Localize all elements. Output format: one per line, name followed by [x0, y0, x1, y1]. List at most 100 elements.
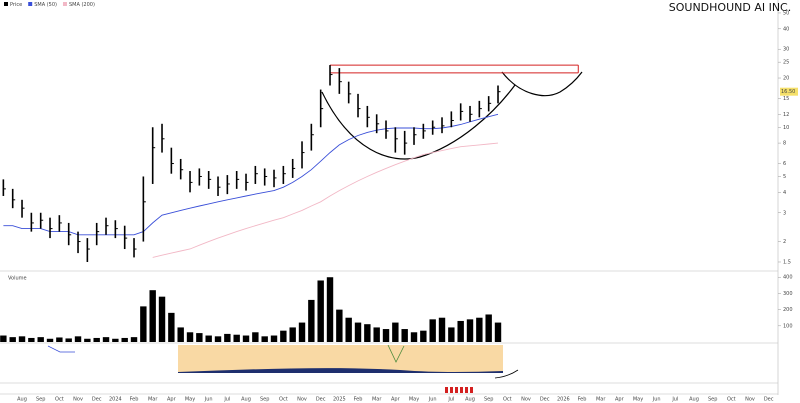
x-tick-label: 2024 — [109, 397, 122, 403]
volume-bar — [466, 319, 474, 342]
x-tick-label: Mar — [372, 397, 382, 403]
x-tick-label: Sep — [484, 397, 493, 403]
x-tick-label: Aug — [465, 397, 475, 403]
volume-bar — [364, 324, 371, 342]
y-tick-label: 15 — [783, 96, 789, 102]
y-tick-label: 200 — [783, 307, 793, 313]
volume-bar — [9, 337, 16, 342]
projection-curve — [501, 71, 583, 97]
x-tick-label: Dec — [764, 397, 774, 403]
volume-bar — [121, 337, 128, 342]
volume-bar — [140, 306, 147, 342]
x-tick-label: 2025 — [333, 397, 346, 403]
volume-bar — [345, 317, 352, 342]
x-tick-label: 2026 — [557, 397, 570, 403]
volume-bar — [37, 337, 44, 342]
volume-bar — [0, 335, 7, 342]
y-tick-label: 100 — [783, 323, 793, 329]
volume-bar — [298, 322, 306, 342]
volume-bar — [280, 330, 287, 342]
volume-bar — [410, 332, 418, 342]
legend-swatch — [28, 2, 33, 6]
x-tick-label: Sep — [260, 397, 269, 403]
x-tick-label: Dec — [92, 397, 102, 403]
x-tick-label: Jul — [447, 397, 454, 403]
y-tick-label: 5 — [783, 174, 786, 180]
volume-bar — [476, 317, 483, 342]
x-tick-label: Apr — [391, 397, 401, 403]
volume-bar — [289, 327, 296, 342]
x-tick-label: Mar — [148, 397, 158, 403]
x-tick-label: Mar — [596, 397, 606, 403]
y-tick-label: 1.5 — [783, 259, 791, 265]
volume-bar — [102, 337, 110, 342]
legend-swatch — [4, 2, 8, 6]
volume-bar — [177, 327, 184, 342]
y-tick-label: 25 — [783, 60, 789, 66]
y-tick-label: 12 — [783, 112, 789, 118]
volume-bar — [224, 333, 231, 342]
volume-bar — [494, 322, 502, 342]
x-tick-label: Nov — [73, 397, 83, 403]
volume-bar — [308, 299, 315, 342]
volume-bar — [420, 330, 427, 342]
x-tick-label: Aug — [689, 397, 699, 403]
y-tick-label: 300 — [783, 291, 793, 297]
volume-bar — [74, 336, 82, 342]
y-tick-label: 400 — [783, 275, 793, 281]
x-tick-label: Feb — [354, 397, 363, 403]
x-tick-label: Dec — [540, 397, 550, 403]
x-tick-label: Sep — [36, 397, 45, 403]
legend-swatch — [62, 2, 67, 6]
volume-bar — [401, 329, 408, 342]
volume-bar — [270, 335, 278, 342]
volume-bar — [252, 332, 259, 342]
volume-bar — [242, 335, 250, 342]
volume-bar — [93, 337, 100, 342]
legend-label: SMA (200) — [69, 2, 95, 8]
indicator-line — [47, 345, 75, 353]
volume-bar — [448, 327, 455, 342]
y-tick-label: 6 — [783, 161, 786, 167]
x-tick-label: Feb — [578, 397, 587, 403]
x-tick-label: Oct — [503, 397, 512, 403]
x-tick-label: Sep — [708, 397, 717, 403]
volume-bar — [438, 317, 446, 342]
y-tick-label: 4 — [783, 190, 786, 196]
volume-bar — [28, 337, 35, 342]
x-tick-label: Jun — [204, 397, 213, 403]
volume-bar — [261, 336, 268, 342]
volume-bar — [382, 329, 390, 342]
volume-bar — [485, 314, 492, 342]
y-tick-label: 30 — [783, 47, 789, 53]
volume-bar — [130, 337, 138, 342]
volume-bar — [18, 336, 26, 342]
last-price-box — [780, 87, 798, 96]
x-tick-label: Aug — [241, 397, 251, 403]
x-tick-label: Apr — [615, 397, 625, 403]
y-tick-label: 3 — [783, 210, 786, 216]
x-tick-label: Jul — [671, 397, 678, 403]
last-price-label: 16.50 — [781, 89, 795, 95]
x-tick-label: Aug — [17, 397, 27, 403]
y-tick-label: 10 — [783, 125, 789, 131]
volume-bar — [149, 290, 156, 342]
y-tick-label: 40 — [783, 26, 789, 32]
x-tick-label: Oct — [279, 397, 288, 403]
volume-bar — [326, 277, 334, 342]
volume-bar — [46, 338, 54, 342]
volume-bar — [158, 296, 166, 342]
x-tick-label: May — [185, 397, 195, 403]
x-tick-label: Oct — [55, 397, 64, 403]
volume-bar — [392, 322, 399, 342]
volume-bar — [317, 280, 324, 342]
x-tick-label: Jun — [428, 397, 437, 403]
volume-bar — [186, 332, 194, 342]
x-tick-label: Nov — [297, 397, 307, 403]
moving-average — [3, 113, 499, 236]
x-tick-label: May — [409, 397, 419, 403]
volume-bar — [168, 312, 175, 342]
